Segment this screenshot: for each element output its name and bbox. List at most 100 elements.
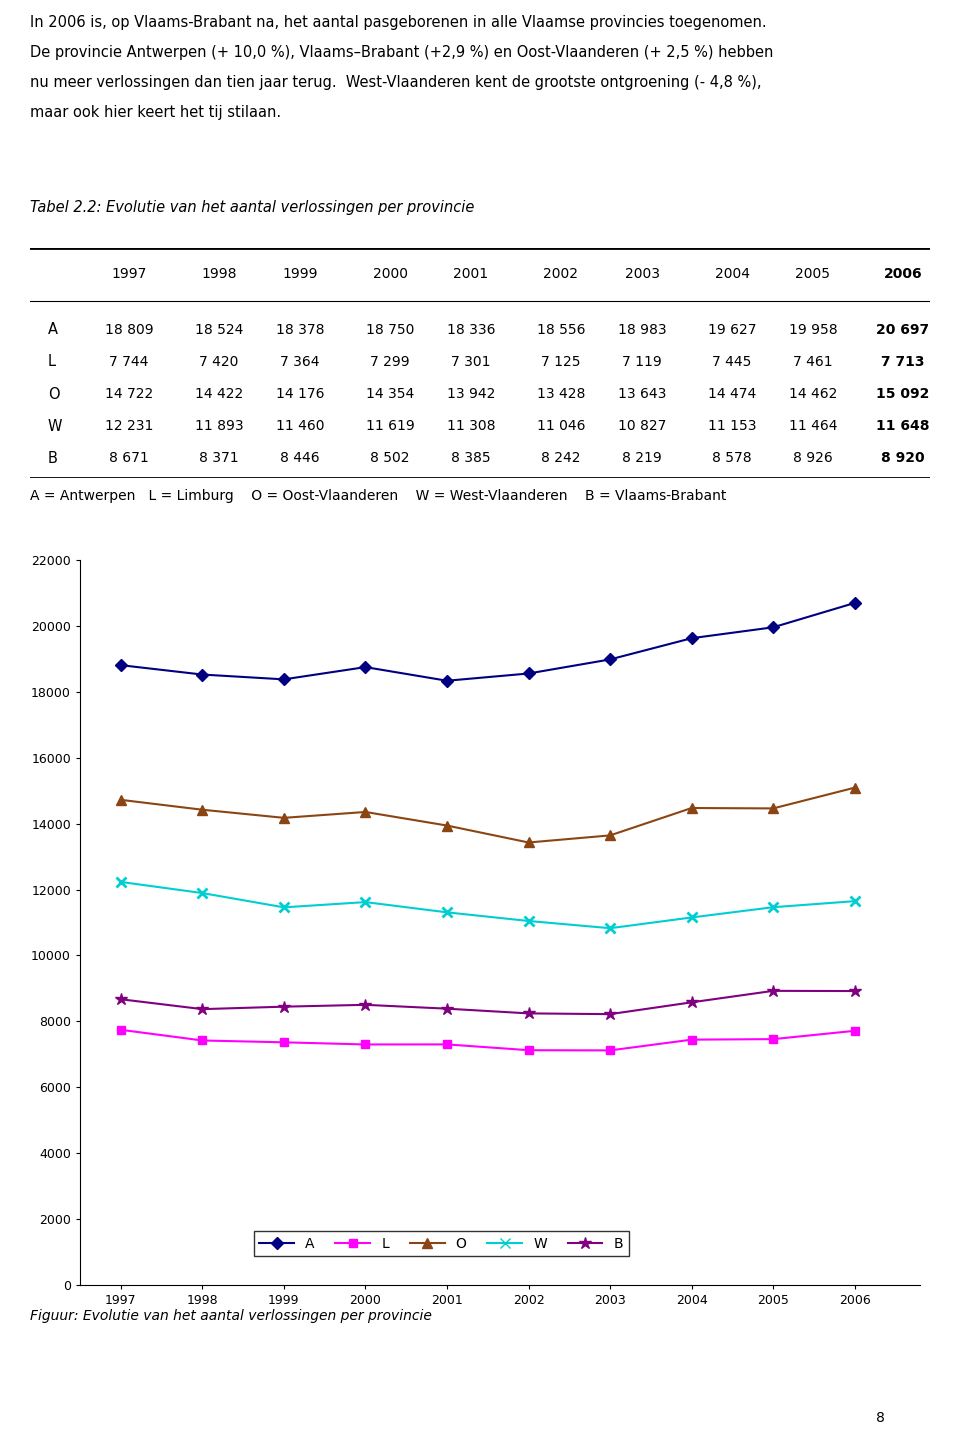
A xyxy=(278,671,290,689)
Text: 11 648: 11 648 xyxy=(876,419,929,434)
Text: 18 809: 18 809 xyxy=(105,323,154,336)
O xyxy=(442,816,453,834)
L xyxy=(849,1022,860,1040)
Text: 14 722: 14 722 xyxy=(105,387,154,402)
Text: 11 460: 11 460 xyxy=(276,419,324,434)
Text: 11 464: 11 464 xyxy=(789,419,837,434)
Text: 7 119: 7 119 xyxy=(622,355,661,368)
B xyxy=(605,1005,616,1022)
B xyxy=(115,990,127,1008)
Text: 8 671: 8 671 xyxy=(109,451,149,465)
B xyxy=(442,1000,453,1018)
Text: 19 958: 19 958 xyxy=(789,323,837,336)
Line: L: L xyxy=(116,1025,859,1054)
Text: 1999: 1999 xyxy=(282,267,318,281)
Text: Tabel 2.2: Evolutie van het aantal verlossingen per provincie: Tabel 2.2: Evolutie van het aantal verlo… xyxy=(30,200,474,215)
Text: 8 219: 8 219 xyxy=(622,451,661,465)
L xyxy=(605,1041,616,1058)
A xyxy=(523,664,535,682)
L xyxy=(197,1032,208,1050)
Text: 11 308: 11 308 xyxy=(446,419,495,434)
B xyxy=(523,1005,535,1022)
Text: 8 502: 8 502 xyxy=(371,451,410,465)
W xyxy=(360,893,372,911)
Text: A = Antwerpen   L = Limburg    O = Oost-Vlaanderen    W = West-Vlaanderen    B =: A = Antwerpen L = Limburg O = Oost-Vlaan… xyxy=(30,489,727,503)
Line: W: W xyxy=(116,877,859,932)
A xyxy=(605,651,616,668)
Text: 20 697: 20 697 xyxy=(876,323,929,336)
Text: 18 556: 18 556 xyxy=(537,323,586,336)
Text: 8 578: 8 578 xyxy=(712,451,752,465)
W xyxy=(523,912,535,929)
Text: 7 299: 7 299 xyxy=(371,355,410,368)
O xyxy=(849,779,860,796)
Text: O: O xyxy=(48,387,60,402)
A xyxy=(115,657,127,674)
Text: De provincie Antwerpen (+ 10,0 %), Vlaams–Brabant (+2,9 %) en Oost-Vlaanderen (+: De provincie Antwerpen (+ 10,0 %), Vlaam… xyxy=(30,45,774,59)
Text: 8 926: 8 926 xyxy=(793,451,833,465)
Text: 11 046: 11 046 xyxy=(537,419,586,434)
L xyxy=(115,1021,127,1038)
W xyxy=(605,919,616,937)
Text: 7 744: 7 744 xyxy=(109,355,149,368)
L xyxy=(767,1031,779,1048)
Text: L: L xyxy=(48,354,56,370)
Line: A: A xyxy=(116,599,859,684)
Text: 7 364: 7 364 xyxy=(280,355,320,368)
W xyxy=(685,909,697,927)
Text: 2006: 2006 xyxy=(884,267,923,281)
Text: 15 092: 15 092 xyxy=(876,387,929,402)
O xyxy=(360,803,372,821)
Text: W: W xyxy=(48,419,62,434)
Text: 18 378: 18 378 xyxy=(276,323,324,336)
L xyxy=(685,1031,697,1048)
Text: 13 643: 13 643 xyxy=(618,387,666,402)
O xyxy=(197,800,208,818)
Text: 11 893: 11 893 xyxy=(195,419,243,434)
Text: 7 125: 7 125 xyxy=(541,355,581,368)
Line: B: B xyxy=(114,985,861,1021)
Text: B: B xyxy=(48,451,58,465)
B xyxy=(360,996,372,1014)
Text: 14 354: 14 354 xyxy=(366,387,414,402)
B xyxy=(849,982,860,999)
Text: A: A xyxy=(48,322,58,338)
Text: 19 627: 19 627 xyxy=(708,323,756,336)
A xyxy=(197,666,208,683)
Text: 14 422: 14 422 xyxy=(195,387,243,402)
Text: 2005: 2005 xyxy=(796,267,830,281)
Text: 7 713: 7 713 xyxy=(881,355,924,368)
L xyxy=(278,1034,290,1051)
O xyxy=(278,809,290,826)
A xyxy=(360,658,372,676)
L xyxy=(442,1035,453,1053)
O xyxy=(685,799,697,816)
Text: 7 461: 7 461 xyxy=(793,355,833,368)
W xyxy=(849,892,860,909)
L xyxy=(523,1041,535,1058)
Text: 7 301: 7 301 xyxy=(451,355,491,368)
Text: 2004: 2004 xyxy=(714,267,750,281)
O xyxy=(605,826,616,844)
Text: 11 619: 11 619 xyxy=(366,419,415,434)
A xyxy=(767,619,779,637)
O xyxy=(767,800,779,818)
A xyxy=(442,671,453,689)
Text: 14 474: 14 474 xyxy=(708,387,756,402)
Text: 8: 8 xyxy=(876,1411,884,1424)
W xyxy=(278,899,290,916)
B xyxy=(278,998,290,1015)
A xyxy=(685,629,697,647)
Text: 8 920: 8 920 xyxy=(881,451,924,465)
O xyxy=(523,834,535,851)
Text: 2002: 2002 xyxy=(543,267,579,281)
Text: 7 420: 7 420 xyxy=(200,355,239,368)
Text: 18 983: 18 983 xyxy=(617,323,666,336)
Text: 7 445: 7 445 xyxy=(712,355,752,368)
Text: 13 428: 13 428 xyxy=(537,387,586,402)
Text: 10 827: 10 827 xyxy=(618,419,666,434)
B xyxy=(685,993,697,1011)
Text: 13 942: 13 942 xyxy=(446,387,495,402)
W xyxy=(767,899,779,916)
Text: In 2006 is, op Vlaams-Brabant na, het aantal pasgeborenen in alle Vlaamse provin: In 2006 is, op Vlaams-Brabant na, het aa… xyxy=(30,14,767,30)
